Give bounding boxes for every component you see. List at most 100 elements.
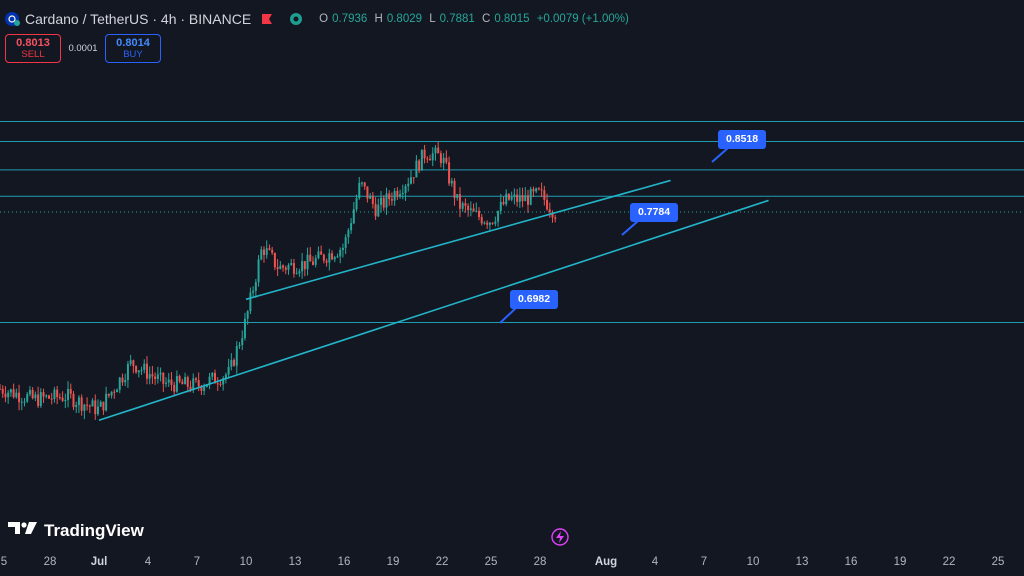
candle-body <box>39 392 42 406</box>
candle-body <box>505 193 508 205</box>
candle-body <box>186 377 189 387</box>
time-axis-label: 28 <box>533 556 547 568</box>
candle-body <box>491 222 494 224</box>
candle-body <box>132 360 135 366</box>
candle-body <box>317 251 320 259</box>
candle-body <box>396 190 399 197</box>
time-axis-label: 10 <box>746 556 760 568</box>
candle-body <box>173 384 176 392</box>
candle-body <box>205 384 208 388</box>
candle-body <box>453 180 456 199</box>
symbol-title[interactable]: Cardano / TetherUS · 4h · BINANCE <box>25 11 252 27</box>
lightning-icon[interactable] <box>551 528 569 546</box>
candle-body <box>50 398 53 400</box>
candle-body <box>230 359 233 367</box>
candle-body <box>483 222 486 224</box>
candle-body <box>554 217 557 219</box>
candle-body <box>458 194 461 209</box>
close-label: C <box>482 13 491 25</box>
candle-body <box>478 210 481 218</box>
time-axis-label: 25 <box>484 556 498 568</box>
candle-body <box>15 392 18 398</box>
trendline <box>245 179 671 301</box>
sell-price: 0.8013 <box>16 36 50 49</box>
candle-body <box>273 252 276 268</box>
candle-body <box>344 237 347 248</box>
candle-body <box>265 248 268 255</box>
candle-body <box>113 391 116 393</box>
candle-body <box>535 188 538 192</box>
candle-body <box>448 162 451 184</box>
candle-body <box>181 381 184 385</box>
candle-body <box>292 263 295 274</box>
candle-body <box>393 190 396 201</box>
candle-body <box>521 195 524 202</box>
candle-body <box>412 177 415 179</box>
candle-body <box>91 400 94 407</box>
candle-body <box>135 365 138 373</box>
candle-body <box>99 401 102 407</box>
candle-body <box>423 149 426 159</box>
time-axis-label: 16 <box>844 556 858 568</box>
candle-body <box>358 182 361 199</box>
candle-body <box>450 180 453 184</box>
candle-body <box>382 197 385 208</box>
candle-body <box>486 222 489 225</box>
candle-body <box>159 372 162 375</box>
candle-body <box>143 363 146 370</box>
flag-icon[interactable] <box>261 13 273 25</box>
candle-body <box>154 376 157 379</box>
candle-body <box>12 389 15 398</box>
callout-pointer <box>711 147 729 163</box>
buy-button[interactable]: 0.8014 BUY <box>105 34 161 63</box>
sell-label: SELL <box>21 48 45 60</box>
candle-body <box>170 379 173 385</box>
candle-body <box>257 259 260 283</box>
time-axis[interactable]: 5 28 Jul 4 7 10 13 16 19 22 25 28 Aug 4 … <box>0 556 1024 572</box>
time-axis-label: 10 <box>239 556 253 568</box>
buy-label: BUY <box>123 48 143 60</box>
trendlines <box>98 147 769 422</box>
tradingview-logo[interactable]: TradingView <box>8 520 144 541</box>
candle-body <box>445 157 448 163</box>
time-axis-label: 22 <box>435 556 449 568</box>
candle-body <box>241 338 244 345</box>
candle-body <box>208 376 211 385</box>
candle-body <box>404 186 407 193</box>
price-callout[interactable]: 0.6982 <box>510 290 559 309</box>
price-callout[interactable]: 0.8518 <box>718 130 767 149</box>
candle-body <box>442 157 445 164</box>
candle-body <box>116 389 119 393</box>
candle-body <box>431 153 434 161</box>
candle-body <box>287 264 290 270</box>
candle-body <box>1 388 4 394</box>
candle-body <box>311 261 314 265</box>
candle-body <box>28 389 31 395</box>
candle-body <box>75 405 78 408</box>
time-axis-label: 28 <box>43 556 57 568</box>
eye-icon[interactable] <box>289 12 303 26</box>
candle-body <box>426 158 429 160</box>
candle-body <box>58 397 61 399</box>
candle-body <box>80 397 83 411</box>
candle-body <box>380 197 383 205</box>
candle-body <box>72 393 75 408</box>
candle-body <box>203 387 206 391</box>
change-value: +0.0079 (+1.00%) <box>536 13 629 25</box>
candle-body <box>355 198 358 210</box>
candle-body <box>175 376 178 392</box>
high-label: H <box>374 13 383 25</box>
price-callout[interactable]: 0.7784 <box>630 203 679 222</box>
tradingview-logo-text: TradingView <box>44 520 144 540</box>
candle-body <box>437 147 440 154</box>
candles <box>0 141 557 420</box>
candle-body <box>510 197 513 200</box>
symbol-header: Cardano / TetherUS · 4h · BINANCE O 0.793… <box>4 9 633 29</box>
candle-body <box>194 378 197 380</box>
candle-body <box>224 374 227 379</box>
candle-body <box>347 230 350 238</box>
sell-button[interactable]: 0.8013 SELL <box>5 34 61 63</box>
candle-body <box>350 223 353 231</box>
